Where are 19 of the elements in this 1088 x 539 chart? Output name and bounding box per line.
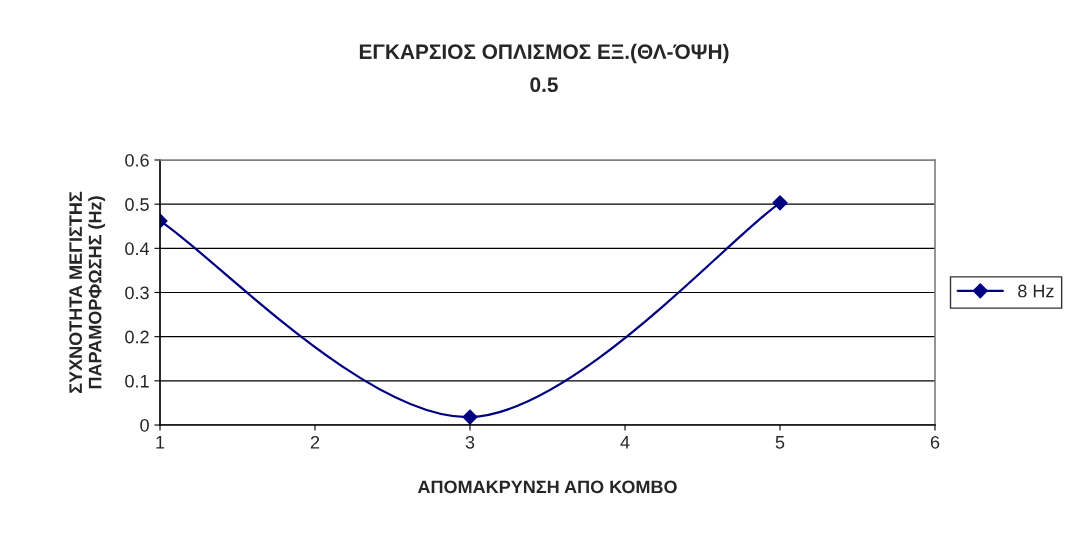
point [772, 195, 788, 211]
x-tick-label: 6 [930, 435, 940, 449]
y-tick-label: 0.3 [125, 286, 149, 300]
y-tick-label: 0.1 [125, 374, 149, 388]
y-tick-label: 0 [140, 418, 149, 432]
legend-label: 8 Hz [1018, 284, 1054, 298]
y-tick-label: 0.2 [125, 330, 149, 344]
x-tick-label: 1 [156, 436, 165, 449]
x-tick-label: 5 [775, 436, 785, 449]
x-axis-title: ΑΠΟΜΑΚΡΥΝΣΗ ΑΠΟ ΚΟΜΒΟ [417, 480, 677, 494]
x-tick-label: 4 [620, 436, 630, 449]
y-tick-label: 0.5 [125, 198, 149, 211]
y-axis-title: ΣΥΧΝΟΤΗΤΑ ΜΕΓΙΣΤΗΣ ΠΑΡΑΜΟΡΦΩΣΗΣ (Hz) [69, 191, 106, 393]
point [462, 409, 478, 425]
y-tick-label: 0.6 [125, 153, 149, 167]
chart-title: ΕΓΚΑΡΣΙΟΣ ΟΠΛΙΣΜΟΣ ΕΞ.(ΘΛ-ΌΨΗ) 0.5 [359, 43, 729, 93]
y-tick-label: 0.4 [125, 242, 150, 256]
x-tick-label: 2 [310, 435, 320, 449]
x-tick-label: 3 [465, 435, 475, 449]
